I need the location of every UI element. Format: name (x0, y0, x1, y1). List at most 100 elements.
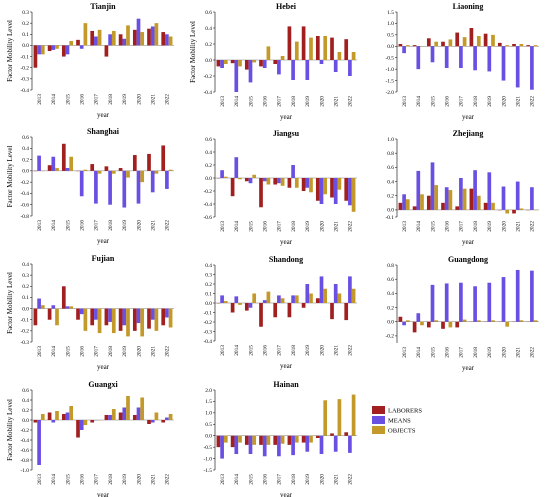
panel-fujian: Fujian -0.3 -0.2 -0.1 0.0 0.1 0.2 0.3 0.4 2013 201… (6, 254, 174, 371)
bar-means-2020 (501, 277, 506, 322)
y-tick-label: 0.4 (22, 262, 29, 268)
bar-objects-2018 (111, 409, 116, 420)
y-tick-label: 0.0 (205, 176, 212, 182)
bar-laborers-2018 (287, 435, 292, 445)
bar-means-2016 (262, 300, 267, 303)
bar-laborers-2019 (301, 178, 306, 191)
bar-means-2015 (65, 306, 70, 309)
x-tick-label: 2016 (80, 94, 86, 105)
x-tick-label: 2018 (291, 96, 297, 107)
y-tick-label: 0.6 (22, 135, 29, 141)
bar-objects-2022 (351, 178, 356, 212)
bar-objects-2019 (491, 320, 495, 322)
x-tick-label: 2015 (430, 347, 436, 358)
y-tick-label: 0.0 (22, 306, 29, 312)
bar-laborers-2014 (47, 45, 52, 51)
y-tick-label: -0.1 (20, 318, 29, 324)
bar-means-2013 (37, 420, 41, 465)
bar-laborers-2022 (161, 145, 166, 171)
bar-laborers-2021 (330, 178, 334, 198)
bar-means-2015 (65, 45, 70, 55)
panel-title: Tianjin (90, 2, 116, 11)
bar-means-2013 (402, 46, 406, 54)
bar-laborers-2013 (33, 420, 38, 423)
bar-laborers-2015 (244, 60, 249, 70)
x-axis-label: year (97, 363, 110, 371)
panel-jiangsu: Jiangsu -0.6 -0.4 -0.2 0.0 0.2 0.4 0.6 2013 2014 2… (203, 129, 357, 246)
x-tick-label: 2020 (501, 221, 507, 232)
bar-means-2016 (444, 187, 449, 210)
x-tick-label: 2019 (305, 96, 311, 107)
bar-means-2018 (108, 415, 112, 420)
y-tick-label: 0.2 (22, 284, 29, 290)
x-tick-label: 2022 (165, 94, 171, 105)
y-tick-label: -0.6 (20, 203, 29, 209)
bar-means-2019 (122, 38, 127, 46)
bar-laborers-2019 (483, 33, 488, 47)
bar-means-2015 (430, 162, 435, 210)
bar-laborers-2017 (273, 60, 278, 64)
bar-means-2021 (150, 170, 155, 193)
bar-objects-2021 (154, 23, 159, 46)
y-tick-label: 2.0 (205, 388, 212, 394)
y-tick-label: 0.0 (387, 44, 394, 50)
bar-laborers-2021 (147, 308, 151, 329)
y-tick-label: 0.2 (387, 194, 394, 200)
bar-objects-2018 (111, 308, 116, 334)
x-axis-label: year (97, 237, 110, 245)
bar-means-2019 (305, 60, 310, 80)
bar-laborers-2013 (398, 44, 403, 47)
x-axis-label: year (280, 362, 293, 370)
bar-means-2022 (348, 276, 352, 303)
y-tick-label: -0.6 (20, 448, 29, 454)
bar-objects-2015 (434, 41, 439, 47)
bar-laborers-2021 (147, 420, 151, 424)
x-tick-label: 2015 (248, 474, 254, 485)
y-tick-label: -0.6 (203, 215, 212, 221)
bar-laborers-2020 (497, 42, 502, 47)
bar-means-2019 (122, 308, 127, 326)
bar-means-2021 (515, 181, 520, 210)
bar-objects-2015 (434, 185, 439, 210)
y-tick-label: -0.2 (20, 66, 29, 72)
bar-means-2017 (277, 435, 281, 457)
bar-laborers-2018 (104, 415, 109, 420)
bar-means-2016 (79, 170, 84, 197)
bar-means-2020 (136, 308, 141, 324)
bar-laborers-2013 (398, 316, 403, 322)
x-tick-label: 2021 (334, 96, 340, 107)
bar-laborers-2020 (132, 308, 137, 331)
x-tick-label: 2020 (501, 347, 507, 358)
bar-means-2016 (444, 46, 449, 68)
panel-title: Liaoning (453, 2, 484, 11)
bar-means-2016 (79, 45, 84, 49)
bar-laborers-2013 (33, 45, 38, 68)
x-tick-label: 2013 (37, 346, 43, 357)
bar-objects-2014 (55, 308, 59, 326)
bar-objects-2016 (83, 420, 88, 425)
x-tick-label: 2017 (277, 474, 283, 485)
x-tick-label: 2016 (263, 474, 269, 485)
panel-hebei: Hebei -0.4 -0.2 0.0 0.2 0.4 0.6 2013 2014 2015 201… (189, 2, 357, 121)
x-axis-label: year (280, 113, 293, 121)
bar-means-2014 (234, 296, 239, 303)
bar-objects-2018 (294, 295, 299, 303)
x-tick-label: 2019 (122, 220, 128, 231)
x-tick-label: 2015 (430, 96, 436, 107)
bar-objects-2019 (309, 37, 313, 60)
y-tick-label: 0.0 (22, 43, 29, 49)
bar-means-2016 (262, 60, 267, 68)
y-tick-label: -0.3 (20, 77, 29, 83)
legend-label-laborers: LABORERS (388, 408, 422, 415)
y-tick-label: -0.2 (203, 74, 212, 80)
y-tick-label: 1.0 (387, 137, 394, 143)
x-tick-label: 2022 (348, 345, 354, 356)
bar-laborers-2018 (104, 45, 109, 57)
bar-means-2017 (277, 60, 281, 75)
legend-label-objects: OBJECTS (388, 428, 416, 435)
y-tick-label: -2.0 (385, 90, 394, 96)
bar-means-2019 (487, 282, 492, 322)
x-axis-label: year (97, 111, 110, 119)
bar-means-2018 (291, 165, 295, 178)
bar-laborers-2013 (216, 435, 221, 448)
